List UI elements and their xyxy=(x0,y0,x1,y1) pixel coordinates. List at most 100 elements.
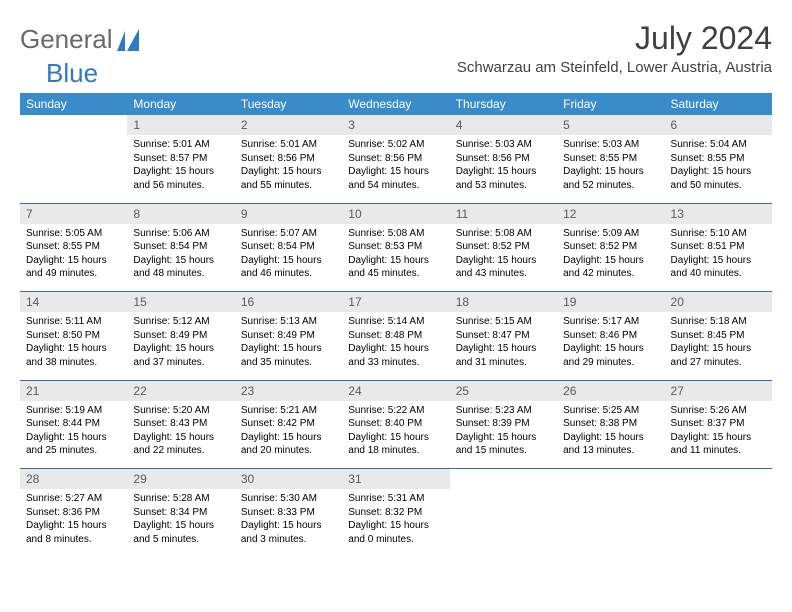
day-number: 26 xyxy=(557,381,664,401)
daylight-line: Daylight: 15 hours and 20 minutes. xyxy=(241,432,322,457)
flag-icon xyxy=(117,29,151,51)
daylight-line: Daylight: 15 hours and 3 minutes. xyxy=(241,520,322,545)
daylight-line: Daylight: 15 hours and 37 minutes. xyxy=(133,343,214,368)
calendar-day-cell: 16Sunrise: 5:13 AMSunset: 8:49 PMDayligh… xyxy=(235,292,342,380)
calendar-table: SundayMondayTuesdayWednesdayThursdayFrid… xyxy=(20,93,772,557)
day-content: Sunrise: 5:15 AMSunset: 8:47 PMDaylight:… xyxy=(450,312,557,375)
daylight-line: Daylight: 15 hours and 5 minutes. xyxy=(133,520,214,545)
day-number: 7 xyxy=(20,204,127,224)
day-number: 29 xyxy=(127,469,234,489)
day-content: Sunrise: 5:10 AM Sunset: 8:51 PM Daylight:… xyxy=(665,224,772,287)
calendar-day-cell: 12Sunrise: 5:09 AMSunset: 8:52 PMDayligh… xyxy=(557,204,664,292)
sunrise-line: Sunrise: 5:03 AM xyxy=(563,139,639,150)
sunrise-line: Sunrise: 5:09 AM xyxy=(563,228,639,239)
day-content: Sunrise: 5:09 AMSunset: 8:52 PMDaylight:… xyxy=(557,224,664,287)
sunset-line: Sunset: 8:51 PM xyxy=(671,241,745,252)
sunrise-line: Sunrise: 5:10 AM xyxy=(671,228,747,239)
daylight-line: Daylight: 15 hours and 49 minutes. xyxy=(26,255,107,280)
day-content: Sunrise: 5:30 AMSunset: 8:33 PMDaylight:… xyxy=(235,489,342,552)
day-content: Sunrise: 5:08 AMSunset: 8:53 PMDaylight:… xyxy=(342,224,449,287)
day-number: 22 xyxy=(127,381,234,401)
calendar-day-cell: 27Sunrise: 5:26 AMSunset: 8:37 PMDayligh… xyxy=(665,381,772,469)
sunset-line: Sunset: 8:46 PM xyxy=(563,330,637,341)
sunset-line: Sunset: 8:44 PM xyxy=(26,418,100,429)
sunset-line: Sunset: 8:37 PM xyxy=(671,418,745,429)
day-header: Friday xyxy=(557,93,664,115)
calendar-week: 1Sunrise: 5:01 AMSunset: 8:57 PMDaylight… xyxy=(20,115,772,203)
daylight-line: Daylight: 15 hours and 46 minutes. xyxy=(241,255,322,280)
daylight-line: Daylight: 15 hours and 29 minutes. xyxy=(563,343,644,368)
calendar-day-cell: 2Sunrise: 5:01 AMSunset: 8:56 PMDaylight… xyxy=(235,115,342,203)
day-content: Sunrise: 5:31 AMSunset: 8:32 PMDaylight:… xyxy=(342,489,449,552)
day-content: Sunrise: 5:07 AM Sunset: 8:54 PM Daylight:… xyxy=(235,224,342,287)
day-content: Sunrise: 5:11 AM Sunset: 8:50 PM Daylight:… xyxy=(20,312,127,375)
calendar-day-cell: 5Sunrise: 5:03 AMSunset: 8:55 PMDaylight… xyxy=(557,115,664,203)
day-header-row: SundayMondayTuesdayWednesdayThursdayFrid… xyxy=(20,93,772,115)
day-content: Sunrise: 5:02 AMSunset: 8:56 PMDaylight:… xyxy=(342,135,449,198)
sunrise-line: Sunrise: 5:05 AM xyxy=(26,228,102,239)
day-number: 20 xyxy=(665,292,772,312)
calendar-day-cell xyxy=(450,469,557,557)
day-header: Saturday xyxy=(665,93,772,115)
sunrise-line: Sunrise: 5:08 AM xyxy=(456,228,532,239)
calendar-day-cell: 9Sunrise: 5:07 AMSunset: 8:54 PMDaylight… xyxy=(235,204,342,292)
daylight-line: Daylight: 15 hours and 15 minutes. xyxy=(456,432,537,457)
calendar-week: 14 Sunrise: 5:11 AM Sunset: 8:50 PM Dayligh… xyxy=(20,292,772,380)
day-number: 6 xyxy=(665,115,772,135)
sunset-line: Sunset: 8:32 PM xyxy=(348,507,422,518)
calendar-day-cell: 1Sunrise: 5:01 AMSunset: 8:57 PMDaylight… xyxy=(127,115,234,203)
sunset-line: Sunset: 8:45 PM xyxy=(671,330,745,341)
day-number: 30 xyxy=(235,469,342,489)
day-number: 2 xyxy=(235,115,342,135)
daylight-line: Daylight: 15 hours and 50 minutes. xyxy=(671,166,752,191)
daylight-line: Daylight: 15 hours and 54 minutes. xyxy=(348,166,429,191)
calendar-day-cell xyxy=(557,469,664,557)
day-number: 4 xyxy=(450,115,557,135)
daylight-line: Daylight: 15 hours and 8 minutes. xyxy=(26,520,107,545)
sunrise-line: Sunrise: 5:07 AM xyxy=(241,228,317,239)
sunset-line: Sunset: 8:50 PM xyxy=(26,330,100,341)
day-content: Sunrise: 5:23 AMSunset: 8:39 PMDaylight:… xyxy=(450,401,557,464)
sunrise-line: Sunrise: 5:31 AM xyxy=(348,493,424,504)
calendar-day-cell: 6 Sunrise: 5:04 AM Sunset: 8:55 PM Daylight… xyxy=(665,115,772,203)
day-number xyxy=(20,115,127,135)
daylight-line: Daylight: 15 hours and 40 minutes. xyxy=(671,255,752,280)
day-number xyxy=(665,469,772,489)
sunset-line: Sunset: 8:43 PM xyxy=(133,418,207,429)
sunset-line: Sunset: 8:49 PM xyxy=(133,330,207,341)
day-number: 14 xyxy=(20,292,127,312)
day-number: 15 xyxy=(127,292,234,312)
sunrise-line: Sunrise: 5:14 AM xyxy=(348,316,424,327)
calendar-day-cell xyxy=(665,469,772,557)
daylight-line: Daylight: 15 hours and 27 minutes. xyxy=(671,343,752,368)
sunrise-line: Sunrise: 5:03 AM xyxy=(456,139,532,150)
daylight-line: Daylight: 15 hours and 55 minutes. xyxy=(241,166,322,191)
sunrise-line: Sunrise: 5:11 AM xyxy=(26,316,101,327)
sunrise-line: Sunrise: 5:08 AM xyxy=(348,228,424,239)
day-content xyxy=(665,489,772,498)
sunset-line: Sunset: 8:49 PM xyxy=(241,330,315,341)
day-content: Sunrise: 5:17 AMSunset: 8:46 PMDaylight:… xyxy=(557,312,664,375)
day-content: Sunrise: 5:12 AMSunset: 8:49 PMDaylight:… xyxy=(127,312,234,375)
sunset-line: Sunset: 8:54 PM xyxy=(241,241,315,252)
calendar-day-cell: 23Sunrise: 5:21 AMSunset: 8:42 PMDayligh… xyxy=(235,381,342,469)
calendar-day-cell: 28Sunrise: 5:27 AMSunset: 8:36 PMDayligh… xyxy=(20,469,127,557)
daylight-line: Daylight: 15 hours and 38 minutes. xyxy=(26,343,107,368)
day-number: 13 xyxy=(665,204,772,224)
daylight-line: Daylight: 15 hours and 13 minutes. xyxy=(563,432,644,457)
day-content xyxy=(450,489,557,498)
calendar-day-cell: 29Sunrise: 5:28 AMSunset: 8:34 PMDayligh… xyxy=(127,469,234,557)
day-content: Sunrise: 5:25 AMSunset: 8:38 PMDaylight:… xyxy=(557,401,664,464)
sunset-line: Sunset: 8:55 PM xyxy=(671,153,745,164)
calendar-day-cell: 19Sunrise: 5:17 AMSunset: 8:46 PMDayligh… xyxy=(557,292,664,380)
sunset-line: Sunset: 8:55 PM xyxy=(563,153,637,164)
sunrise-line: Sunrise: 5:26 AM xyxy=(671,405,747,416)
calendar-day-cell: 18Sunrise: 5:15 AMSunset: 8:47 PMDayligh… xyxy=(450,292,557,380)
day-content: Sunrise: 5:05 AMSunset: 8:55 PMDaylight:… xyxy=(20,224,127,287)
day-content: Sunrise: 5:21 AMSunset: 8:42 PMDaylight:… xyxy=(235,401,342,464)
sunrise-line: Sunrise: 5:04 AM xyxy=(671,139,747,150)
sunset-line: Sunset: 8:54 PM xyxy=(133,241,207,252)
day-number: 31 xyxy=(342,469,449,489)
day-number: 3 xyxy=(342,115,449,135)
day-content: Sunrise: 5:08 AMSunset: 8:52 PMDaylight:… xyxy=(450,224,557,287)
